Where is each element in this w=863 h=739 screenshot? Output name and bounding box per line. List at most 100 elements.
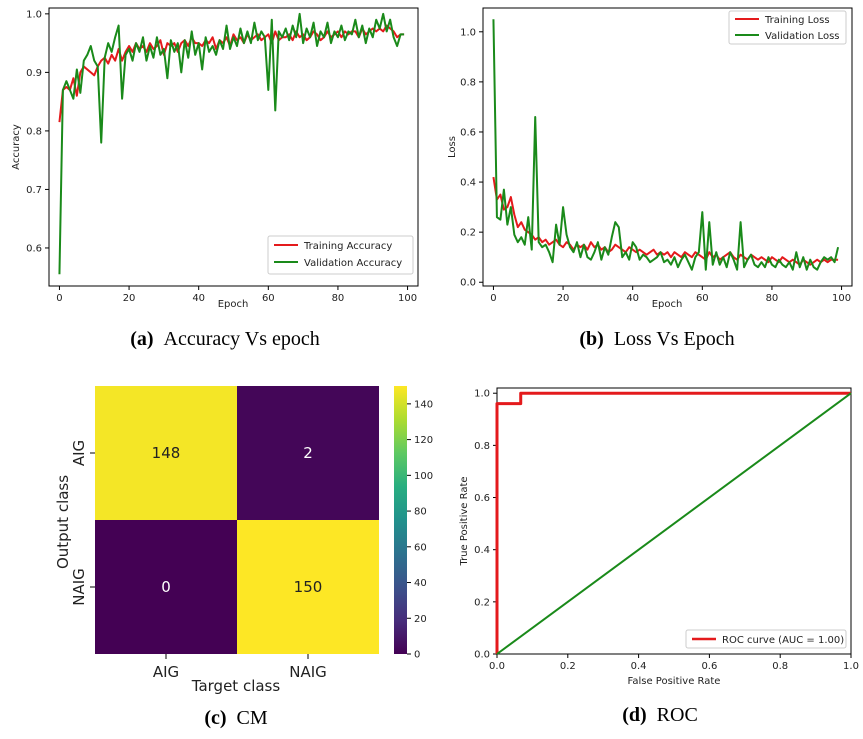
loss-xtick-label: 60: [696, 293, 709, 304]
cm-xtick-label: NAIG: [289, 663, 327, 681]
cm-cell-value: 148: [152, 444, 181, 462]
loss-xtick-label: 40: [626, 293, 639, 304]
loss-xtick-label: 80: [766, 293, 779, 304]
caption-d-letter: (d): [622, 704, 646, 726]
roc-y-label: True Positive Rate: [459, 476, 470, 566]
loss-legend: Training Loss Validation Loss: [728, 10, 847, 45]
loss-ytick-label: 0.2: [460, 228, 476, 239]
roc-xtick-label: 1.0: [843, 661, 859, 672]
cm-x-label: Target class: [191, 677, 281, 695]
roc-xtick-label: 0.4: [631, 661, 647, 672]
accuracy-legend-box: [267, 235, 414, 275]
roc-x-label: False Positive Rate: [628, 676, 721, 687]
accuracy-ytick-label: 0.7: [26, 185, 42, 196]
caption-b-letter: (b): [579, 328, 603, 350]
accuracy-legend-validation: Validation Accuracy: [304, 258, 402, 269]
cm-xtick-label: AIG: [153, 663, 179, 681]
loss-ytick-label: 0.6: [460, 127, 476, 138]
cm-colorbar-tick-label: 100: [414, 471, 433, 482]
cm-ytick-label: AIG: [70, 440, 88, 466]
caption-a-letter: (a): [130, 328, 153, 350]
accuracy-series-validation-accuracy: [58, 12, 405, 275]
roc-ytick-label: 1.0: [474, 389, 490, 400]
accuracy-xtick-label: 100: [398, 293, 417, 304]
cm-cell: [95, 520, 237, 654]
loss-ytick-label: 0.4: [460, 178, 476, 189]
cm-colorbar-tick-label: 60: [414, 542, 427, 553]
svg-text:(a) Accuracy Vs epoch: (a) Accuracy Vs epoch: [130, 328, 320, 350]
cm-colorbar-tick-label: 120: [414, 435, 433, 446]
accuracy-xtick-label: 60: [262, 293, 275, 304]
accuracy-legend-training: Training Accuracy: [303, 241, 392, 252]
loss-plot-frame: [482, 7, 853, 287]
roc-xtick-label: 0.6: [701, 661, 717, 672]
accuracy-ytick-label: 0.6: [26, 243, 42, 254]
loss-legend-validation: Validation Loss: [765, 31, 840, 42]
roc-legend: ROC curve (AUC = 1.00): [685, 629, 847, 649]
svg-text:(b) Loss Vs Epoch: (b) Loss Vs Epoch: [579, 328, 734, 350]
loss-series-validation-loss: [492, 19, 840, 271]
cm-colorbar-tick-label: 0: [414, 650, 420, 661]
accuracy-plot-frame: [48, 7, 419, 287]
roc-xtick-label: 0.8: [772, 661, 788, 672]
accuracy-x-label: Epoch: [218, 299, 249, 310]
roc-series-roc-curve-auc-1-00: [495, 391, 851, 654]
svg-text:(d) ROC: (d) ROC: [622, 704, 698, 726]
accuracy-xtick-label: 40: [192, 293, 205, 304]
cm-cell-value: 150: [294, 578, 323, 596]
cm-colorbar-tick-label: 40: [414, 578, 427, 589]
roc-legend-box: [685, 629, 847, 649]
svg-text:(c) CM: (c) CM: [204, 707, 268, 729]
caption-d-text: ROC: [657, 704, 698, 726]
cm-ytick-label: NAIG: [70, 568, 88, 606]
accuracy-ytick-label: 0.8: [26, 126, 42, 137]
accuracy-chart: 0 20 40 60 80 100 0.6 0.7 0.8 0.9 1.0 Epoch Accura…: [11, 7, 419, 310]
loss-x-label: Epoch: [652, 299, 683, 310]
loss-xtick-label: 100: [832, 293, 851, 304]
caption-c-text: CM: [237, 707, 268, 729]
accuracy-legend: Training Accuracy Validation Accuracy: [267, 235, 414, 275]
cm-colorbar-tick-label: 140: [414, 399, 433, 410]
loss-ytick-label: 1.0: [460, 27, 476, 38]
loss-xtick-label: 0: [490, 293, 496, 304]
accuracy-y-label: Accuracy: [11, 124, 22, 170]
caption-c: (c) CM: [204, 707, 268, 729]
accuracy-xtick-label: 0: [56, 293, 62, 304]
roc-ytick-label: 0.0: [474, 650, 490, 661]
cm-cell-value: 2: [303, 444, 313, 462]
accuracy-ytick-label: 0.9: [26, 68, 42, 79]
accuracy-ytick-label: 1.0: [26, 9, 42, 20]
roc-series-line-1: [496, 392, 852, 655]
roc-ytick-label: 0.2: [474, 597, 490, 608]
loss-xtick-label: 20: [557, 293, 570, 304]
caption-b: (b) Loss Vs Epoch: [579, 328, 734, 350]
roc-xtick-label: 0.2: [560, 661, 576, 672]
cm-colorbar-tick-label: 80: [414, 507, 427, 518]
cm-cell: [95, 386, 237, 520]
roc-ytick-label: 0.6: [474, 493, 490, 504]
loss-y-label: Loss: [447, 136, 458, 158]
loss-ytick-label: 0.8: [460, 77, 476, 88]
cm-cell-value: 0: [161, 578, 171, 596]
accuracy-xtick-label: 80: [332, 293, 345, 304]
roc-xtick-label: 0.0: [489, 661, 505, 672]
caption-a-text: Accuracy Vs epoch: [164, 328, 320, 350]
roc-legend-label: ROC curve (AUC = 1.00): [722, 635, 844, 646]
loss-ytick-label: 0.0: [460, 278, 476, 289]
cm-colorbar-tick-label: 20: [414, 614, 427, 625]
caption-a: (a) Accuracy Vs epoch: [130, 328, 320, 350]
loss-legend-training: Training Loss: [764, 15, 830, 26]
loss-chart: 0 20 40 60 80 100 0.0 0.2 0.4 0.6 0.8 1.0 Epoch Los…: [447, 7, 853, 310]
roc-ytick-label: 0.8: [474, 441, 490, 452]
roc-ytick-label: 0.4: [474, 545, 490, 556]
accuracy-xtick-label: 20: [123, 293, 136, 304]
caption-b-text: Loss Vs Epoch: [614, 328, 735, 350]
roc-chart: 0.0 0.2 0.4 0.6 0.8 1.0 0.0 0.2 0.4 0.6 0.8 1.0 Fal…: [459, 387, 859, 687]
cm-colorbar: [394, 386, 407, 654]
loss-series-training-loss: [492, 176, 839, 266]
caption-d: (d) ROC: [622, 704, 698, 726]
cm-y-label: Output class: [54, 475, 72, 569]
cm-cell: [237, 520, 379, 654]
